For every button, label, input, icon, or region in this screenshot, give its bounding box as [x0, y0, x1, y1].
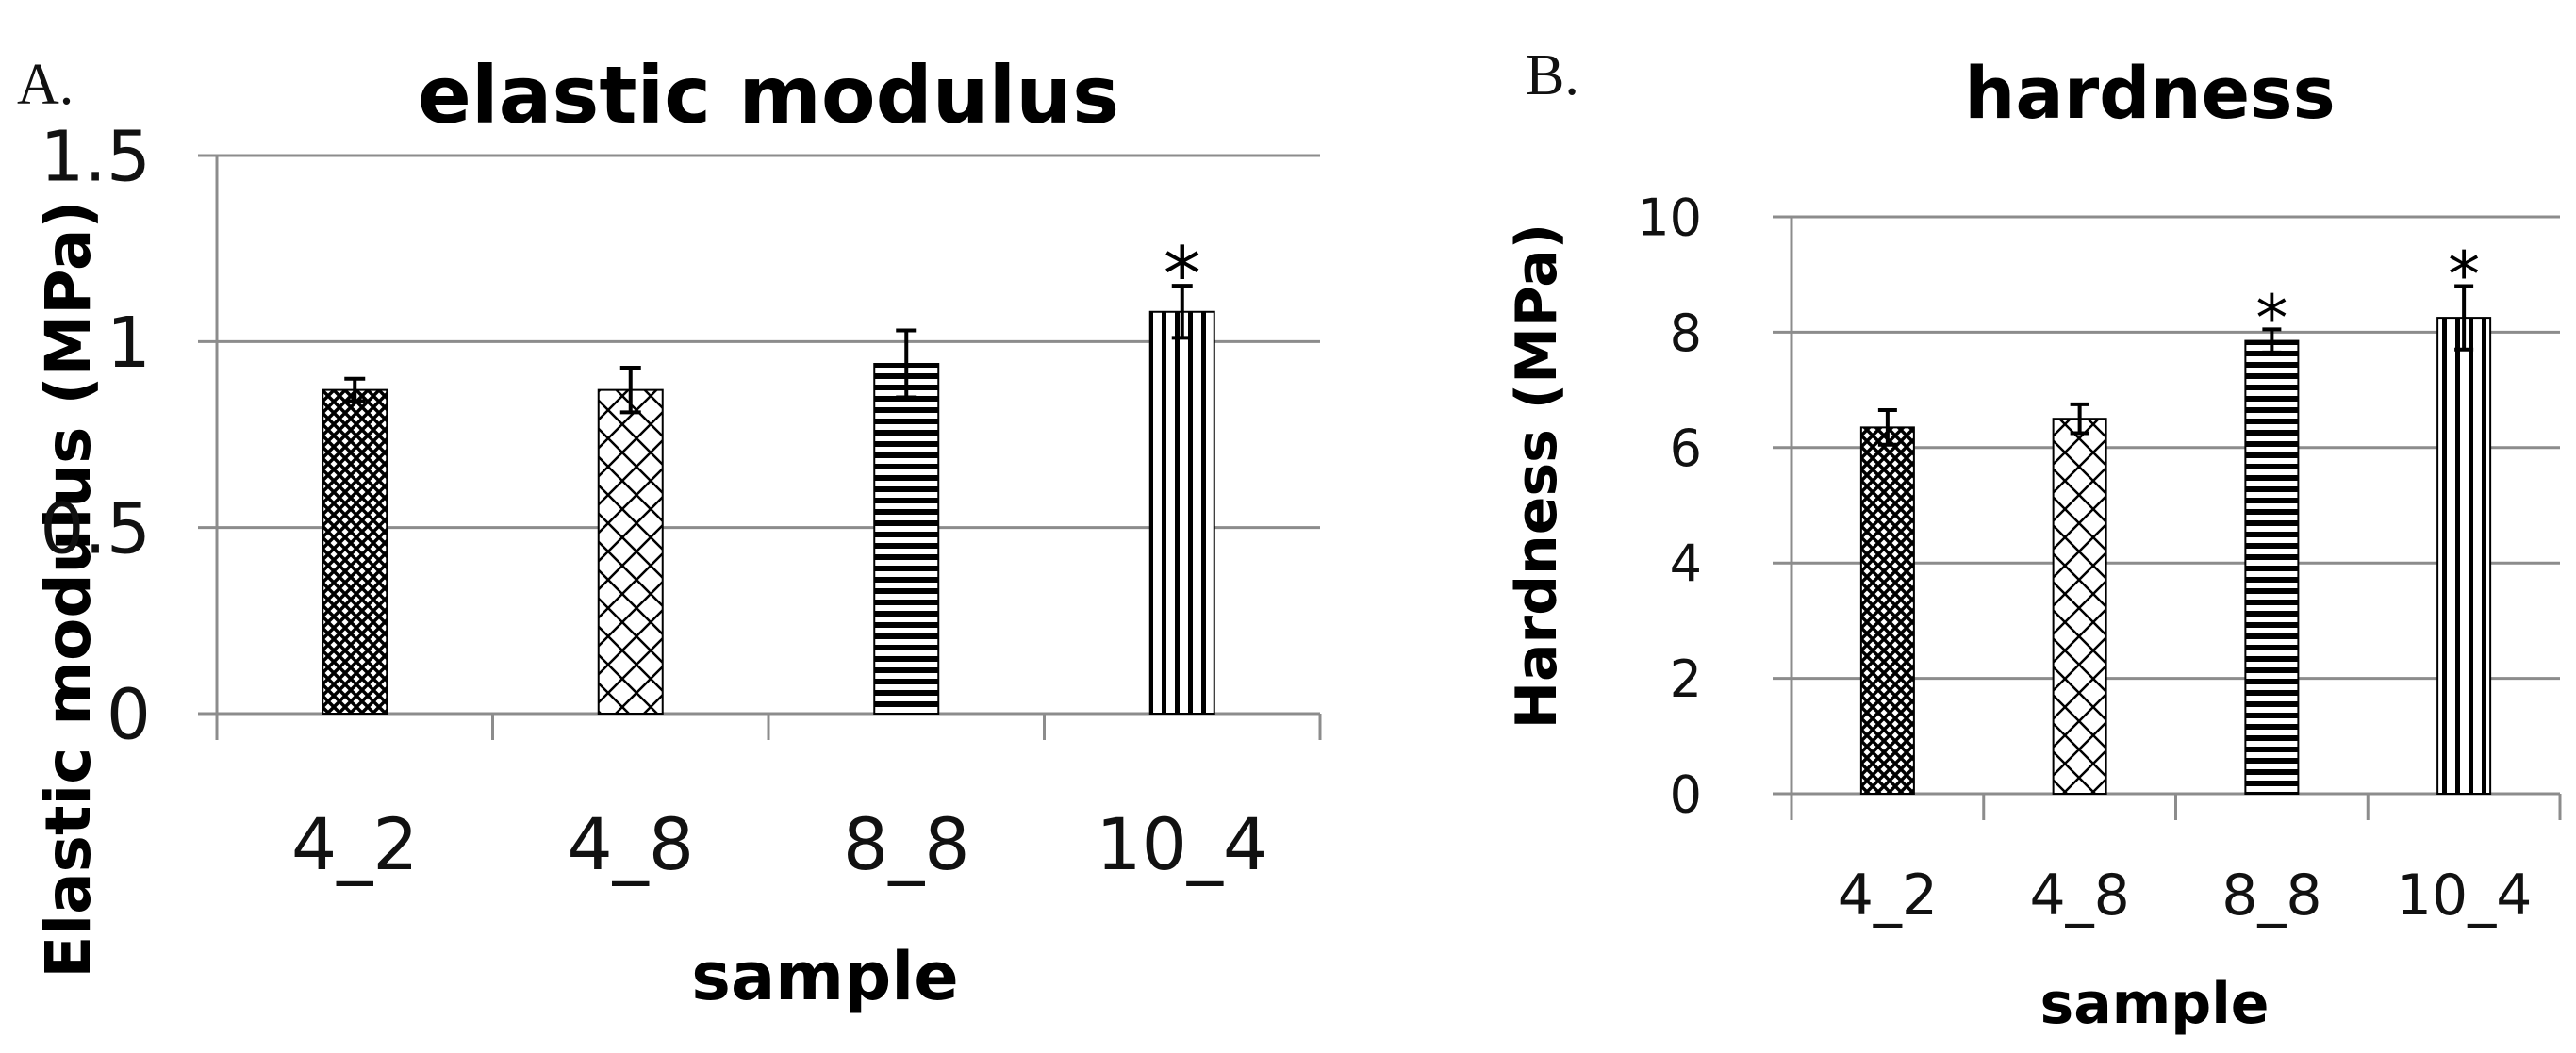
x-axis-label: sample — [2040, 971, 2270, 1037]
bar-10_4 — [2436, 317, 2492, 795]
y-tick-label: 0 — [1670, 765, 1702, 824]
chart-title: elastic modulus — [418, 49, 1119, 141]
chart-title: hardness — [1964, 51, 2335, 135]
x-axis-label: sample — [691, 938, 958, 1015]
y-ticks: 0 2 4 6 8 10 — [1637, 188, 1702, 824]
panel-label: B. — [1526, 43, 1579, 107]
x-category-label: 4_2 — [291, 802, 419, 886]
bar-4_2 — [1859, 426, 1915, 795]
y-tick-label: 1.5 — [40, 117, 151, 198]
axes — [215, 156, 1322, 740]
panel-label: A. — [17, 53, 74, 117]
y-tick-label: 10 — [1637, 188, 1702, 247]
bar-8_8 — [873, 363, 940, 715]
y-tick-label: 6 — [1670, 419, 1702, 478]
bar-10_4 — [1148, 310, 1215, 715]
y-ticks: 0 0.5 1 1.5 — [40, 117, 151, 756]
y-tick-label: 2 — [1670, 650, 1702, 709]
x-category-label: 4_8 — [567, 802, 694, 886]
y-axis-label: Hardness (MPa) — [1504, 223, 1570, 729]
bar-8_8 — [2244, 339, 2300, 795]
axes — [1790, 217, 2562, 820]
y-tick-label: 1 — [107, 303, 151, 384]
y-tick-label: 8 — [1670, 304, 1702, 363]
significance-marker: * — [2255, 282, 2287, 356]
x-category-label: 4_8 — [2029, 863, 2129, 929]
x-categories: 4_2 4_8 8_8 10_4 — [1838, 863, 2533, 929]
panel-a-elastic-modulus: A. elastic modulus Elastic modulus (MPa)… — [17, 49, 1322, 1015]
x-category-label: 4_2 — [1838, 863, 1938, 929]
x-category-label: 8_8 — [2221, 863, 2321, 929]
significance-marker: * — [2448, 239, 2480, 313]
x-category-label: 10_4 — [2396, 863, 2533, 929]
bars: ** — [1859, 239, 2492, 795]
significance-marker: * — [1164, 231, 1201, 319]
y-axis-label: Elastic modulus (MPa) — [32, 200, 105, 978]
y-tick-label: 0 — [107, 675, 151, 756]
bar-4_8 — [2052, 418, 2107, 795]
x-categories: 4_2 4_8 8_8 10_4 — [291, 802, 1268, 886]
bars: * — [322, 231, 1215, 715]
panel-b-hardness: B. hardness Hardness (MPa) sample 0 2 4 6 8 1… — [1504, 43, 2562, 1037]
bar-4_8 — [597, 388, 664, 715]
y-tick-label: 0.5 — [40, 488, 151, 569]
y-tick-label: 4 — [1670, 535, 1702, 594]
x-category-label: 10_4 — [1096, 802, 1268, 886]
x-category-label: 8_8 — [843, 802, 970, 886]
bar-4_2 — [322, 388, 388, 715]
